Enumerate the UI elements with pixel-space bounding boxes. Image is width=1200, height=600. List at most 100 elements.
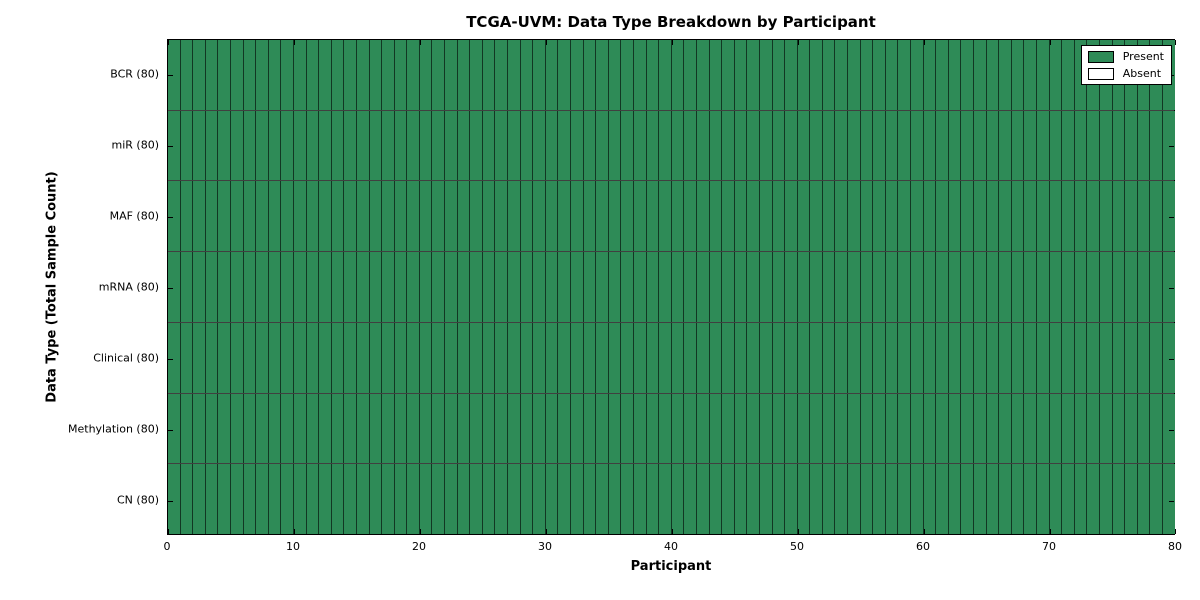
heatmap-cell — [986, 252, 1000, 322]
heatmap-cell — [331, 110, 345, 181]
heatmap-cell — [419, 110, 433, 181]
x-tick-mark — [546, 529, 547, 534]
heatmap-cell — [319, 322, 332, 393]
heatmap-cell — [545, 393, 559, 464]
heatmap-cell — [571, 322, 584, 393]
heatmap-cell — [1099, 322, 1113, 393]
heatmap-cell — [407, 464, 420, 535]
heatmap-cell — [671, 252, 685, 322]
legend-swatch — [1087, 67, 1114, 80]
heatmap-cell — [1112, 252, 1126, 322]
heatmap-cell — [558, 40, 571, 110]
heatmap-cell — [936, 322, 949, 393]
heatmap-cell — [571, 40, 584, 110]
heatmap-cell — [1150, 322, 1163, 393]
heatmap-cell — [306, 40, 320, 110]
heatmap-cell — [948, 322, 962, 393]
heatmap-cell — [520, 322, 534, 393]
heatmap-cell — [256, 110, 269, 181]
heatmap-cell — [1062, 252, 1075, 322]
heatmap-cell — [1099, 393, 1113, 464]
heatmap-cell — [256, 40, 269, 110]
heatmap-cell — [193, 464, 206, 535]
heatmap-cell — [1062, 181, 1075, 252]
heatmap-cell — [734, 181, 748, 252]
heatmap-cell — [709, 181, 723, 252]
x-tick-label: 40 — [664, 540, 678, 553]
heatmap-cell — [722, 40, 735, 110]
heatmap-cell — [533, 40, 546, 110]
heatmap-cell — [508, 252, 521, 322]
heatmap-cell — [1024, 393, 1037, 464]
heatmap-cell — [432, 393, 446, 464]
x-tick-mark — [798, 529, 799, 534]
heatmap-cell — [1062, 322, 1075, 393]
heatmap-cell — [482, 252, 496, 322]
legend-entry: Present — [1087, 50, 1164, 63]
heatmap-cell — [482, 181, 496, 252]
heatmap-cell — [747, 181, 760, 252]
heatmap-cell — [583, 181, 597, 252]
heatmap-cell — [633, 322, 647, 393]
heatmap-cell — [1087, 110, 1100, 181]
heatmap-cell — [445, 40, 458, 110]
x-tick-label: 50 — [790, 540, 804, 553]
heatmap-cell — [558, 252, 571, 322]
heatmap-cell — [1087, 322, 1100, 393]
heatmap-cell — [911, 40, 924, 110]
heatmap-cell — [319, 464, 332, 535]
heatmap-cell — [646, 40, 660, 110]
y-tick-mark — [168, 288, 173, 289]
heatmap-cell — [218, 464, 231, 535]
heatmap-cell — [974, 252, 987, 322]
heatmap-cell — [684, 464, 697, 535]
heatmap-cell — [936, 393, 949, 464]
heatmap-cell — [407, 40, 420, 110]
heatmap-cell — [596, 322, 609, 393]
heatmap-cell — [495, 40, 509, 110]
heatmap-cell — [243, 252, 257, 322]
heatmap-cell — [457, 464, 471, 535]
heatmap-cell — [1074, 181, 1088, 252]
heatmap-cell — [331, 252, 345, 322]
heatmap-cell — [508, 464, 521, 535]
heatmap-cell — [293, 181, 307, 252]
heatmap-cell — [621, 110, 634, 181]
heatmap-cell — [1125, 181, 1138, 252]
heatmap-cell — [382, 110, 395, 181]
heatmap-cell — [797, 181, 811, 252]
heatmap-cell — [797, 252, 811, 322]
heatmap-cell — [533, 252, 546, 322]
heatmap-cell — [722, 322, 735, 393]
heatmap-cell — [281, 252, 294, 322]
chart-title: TCGA-UVM: Data Type Breakdown by Partici… — [466, 13, 876, 31]
heatmap-cell — [319, 40, 332, 110]
heatmap-cell — [696, 393, 710, 464]
heatmap-cell — [986, 464, 1000, 535]
heatmap-cell — [986, 110, 1000, 181]
heatmap-cell — [193, 40, 206, 110]
x-tick-label: 30 — [538, 540, 552, 553]
heatmap-cell — [571, 181, 584, 252]
heatmap-cell — [734, 393, 748, 464]
heatmap-cell — [1074, 464, 1088, 535]
heatmap-cell — [382, 393, 395, 464]
heatmap-cell — [1011, 322, 1025, 393]
heatmap-cell — [747, 464, 760, 535]
heatmap-cell — [986, 393, 1000, 464]
heatmap-cell — [1024, 40, 1037, 110]
x-tick-label: 0 — [163, 540, 171, 553]
heatmap-cell — [583, 110, 597, 181]
heatmap-cell — [810, 464, 823, 535]
heatmap-cell — [293, 110, 307, 181]
heatmap-cell — [659, 393, 672, 464]
heatmap-cell — [331, 464, 345, 535]
heatmap-cell — [608, 110, 622, 181]
heatmap-cell — [382, 252, 395, 322]
heatmap-cell — [344, 40, 357, 110]
heatmap-cell — [571, 464, 584, 535]
x-tick-mark — [168, 40, 169, 45]
heatmap-cell — [394, 40, 408, 110]
heatmap-cell — [860, 110, 874, 181]
